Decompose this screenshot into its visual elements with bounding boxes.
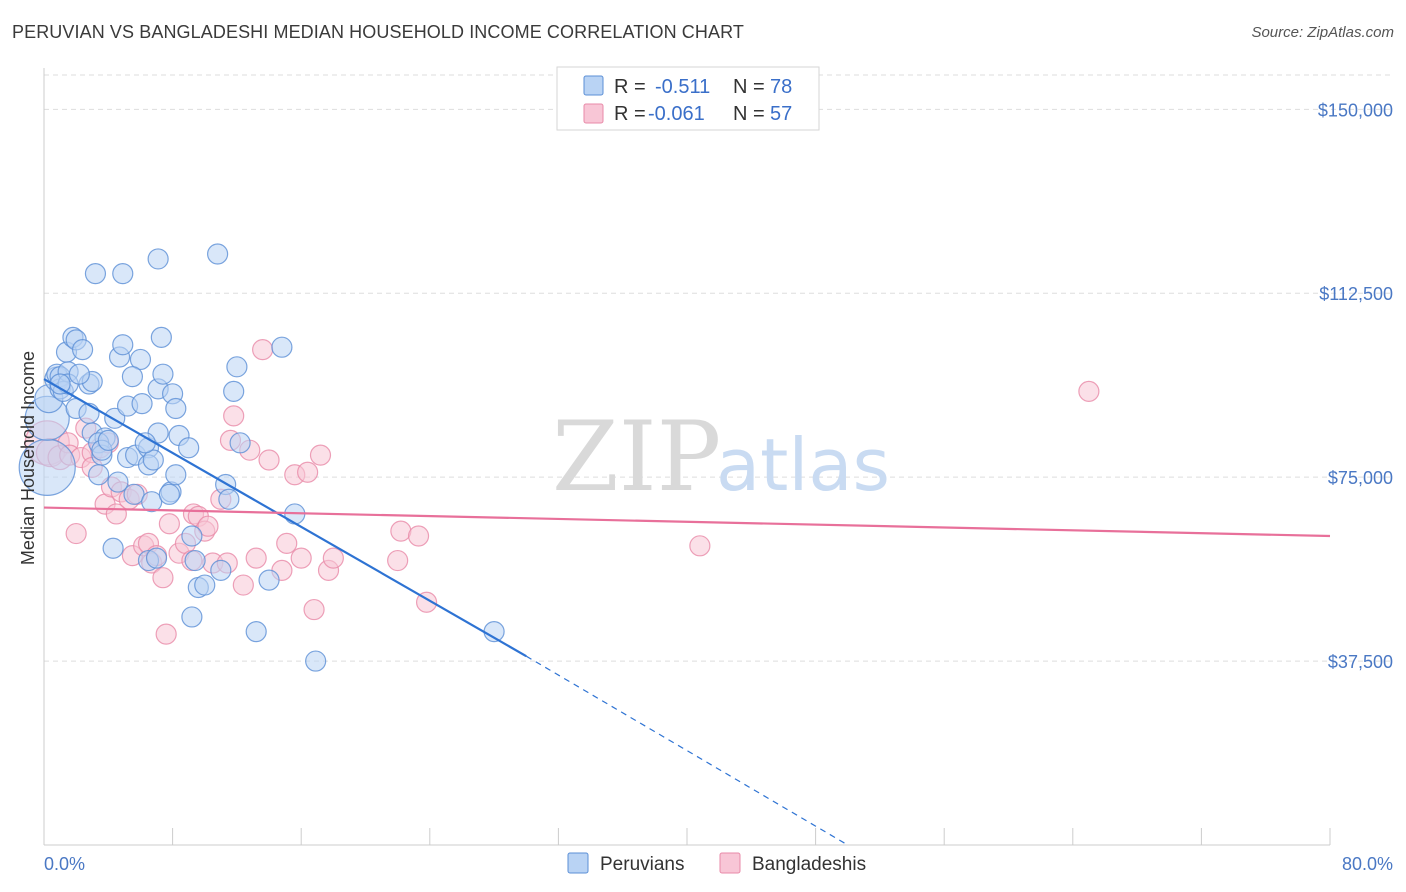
peruvian-point — [97, 429, 119, 451]
bangladeshi-trend-line — [43, 506, 1331, 538]
peruvian-point — [210, 559, 232, 581]
y-tick-labels: $37,500 $75,000 $112,500 $150,000 — [1318, 100, 1393, 672]
peruvian-point — [181, 606, 203, 628]
peruvian-point — [150, 326, 172, 348]
bangladeshi-point — [155, 623, 177, 645]
bangladeshi-point — [232, 574, 254, 596]
bangladeshi-point — [1078, 380, 1100, 402]
legend-r-label-1: R = — [614, 103, 646, 125]
bottom-legend-swatch-bangladeshis — [719, 852, 741, 874]
peruvian-point — [184, 549, 206, 572]
bangladeshi-point — [290, 547, 312, 569]
legend-swatch-bangladeshis — [583, 103, 604, 124]
bangladeshi-point — [197, 515, 219, 537]
peruvian-point — [147, 248, 169, 270]
peruvian-point — [112, 334, 134, 356]
peruvian-point — [131, 392, 153, 415]
peruvian-point — [245, 621, 267, 643]
peruvian-point — [223, 380, 245, 402]
peruvian-point — [305, 650, 327, 672]
peruvian-point — [229, 432, 251, 454]
peruvian-point — [112, 263, 134, 285]
bangladeshi-point — [297, 461, 319, 483]
bangladeshi-point — [65, 522, 87, 545]
watermark: ZIP atlas — [552, 401, 890, 513]
bangladeshi-point — [276, 532, 298, 554]
peruvian-point — [271, 336, 293, 358]
peruvian-point — [71, 339, 94, 361]
x-tick-label: 80.0% — [1342, 854, 1393, 874]
legend-n-label-1: N = — [733, 103, 765, 125]
bangladeshi-point — [309, 444, 332, 466]
peruvian-point — [194, 574, 216, 596]
peruvian-point — [152, 363, 174, 385]
y-tick-label: $112,500 — [1319, 284, 1393, 304]
bangladeshi-point — [223, 405, 245, 427]
peruvian-point — [134, 432, 156, 454]
bangladeshi-point — [152, 567, 174, 589]
legend-r-label-0: R = — [614, 76, 646, 98]
legend-n-value-0: 78 — [770, 76, 792, 98]
peruvian-point — [207, 243, 229, 265]
bangladeshi-point — [689, 535, 711, 557]
peruvian-point — [158, 483, 180, 505]
peruvian-point — [226, 356, 248, 378]
peruvian-point — [84, 263, 107, 285]
y-tick-label: $75,000 — [1328, 468, 1393, 488]
watermark-zip: ZIP — [552, 401, 721, 513]
bangladeshi-point — [407, 525, 430, 547]
legend-n-value-1: 57 — [770, 103, 792, 125]
y-tick-label: $150,000 — [1318, 100, 1393, 120]
bottom-legend-bangladeshis: Bangladeshis — [752, 854, 866, 875]
series-legend: Peruvians Bangladeshis — [567, 852, 866, 875]
bangladeshi-point — [245, 547, 267, 569]
bangladeshi-point — [252, 339, 274, 361]
legend-r-value-1: -0.061 — [648, 103, 705, 125]
legend-n-label-0: N = — [733, 76, 765, 98]
peruvian-trend-line — [43, 378, 527, 658]
peruvian-point — [218, 488, 240, 510]
bangladeshi-point — [158, 513, 180, 535]
peruvian-point — [107, 471, 129, 493]
peruvian-point — [78, 402, 100, 425]
peruvian-point — [145, 547, 168, 569]
bangladeshi-point — [322, 547, 344, 569]
source-credit: Source: ZipAtlas.com — [1251, 24, 1394, 41]
peruvian-point — [129, 348, 152, 371]
bangladeshi-point — [258, 449, 280, 471]
peruvian-point — [165, 397, 187, 420]
x-tick-labels: 0.0% 80.0% — [44, 854, 1393, 874]
bangladeshi-point — [390, 520, 412, 542]
peruvian-point — [178, 437, 200, 459]
peruvian-point — [121, 366, 144, 388]
bangladeshi-point — [387, 549, 409, 572]
peruvian-point — [102, 537, 124, 559]
bottom-legend-swatch-peruvians — [567, 852, 589, 874]
watermark-atlas: atlas — [716, 423, 890, 507]
bottom-legend-peruvians: Peruvians — [600, 854, 685, 875]
y-tick-label: $37,500 — [1328, 652, 1393, 672]
correlation-legend: R = -0.511 N = 78 R = -0.061 N = 57 — [556, 66, 820, 131]
bangladeshi-point — [303, 598, 325, 621]
x-tick-label: 0.0% — [44, 854, 85, 874]
peruvian-point — [258, 569, 280, 591]
legend-swatch-peruvians — [583, 75, 604, 96]
peruvian-point — [142, 449, 164, 471]
peruvian-trend-extension — [525, 655, 849, 846]
peruvian-points — [18, 243, 505, 672]
y-axis-label: Median Household Income — [18, 351, 38, 565]
legend-r-value-0: -0.511 — [655, 76, 710, 98]
peruvian-point — [49, 373, 71, 395]
chart-title: PERUVIAN VS BANGLADESHI MEDIAN HOUSEHOLD… — [12, 22, 744, 42]
peruvian-point — [68, 363, 90, 385]
peruvian-point — [165, 464, 187, 486]
peruvian-point — [88, 464, 110, 486]
peruvian-point — [181, 525, 203, 547]
trend-lines — [43, 378, 1331, 846]
peruvian-point — [141, 491, 163, 513]
peruvian-point — [123, 483, 145, 505]
